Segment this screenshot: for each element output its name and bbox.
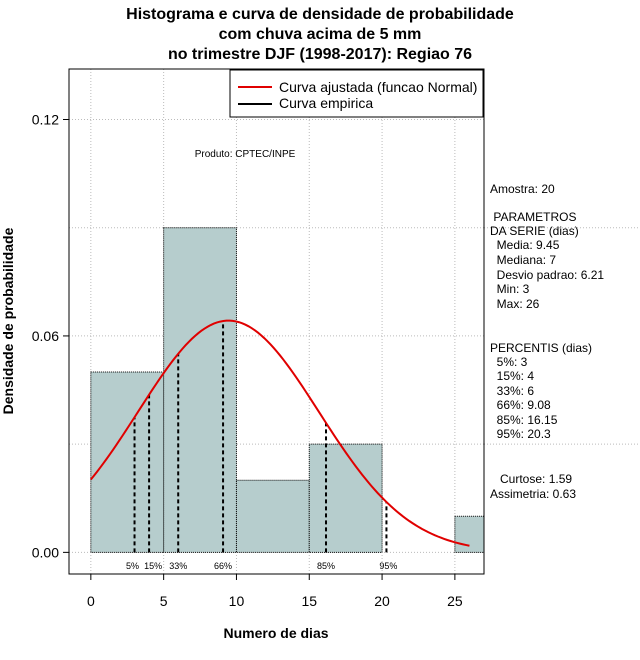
param-sd: Desvio padrao: 6.21 bbox=[490, 268, 605, 282]
x-tick-label: 0 bbox=[87, 593, 95, 609]
legend-box bbox=[229, 69, 484, 118]
y-tick-label: 0.12 bbox=[32, 112, 59, 128]
percentile-label: 95% bbox=[379, 561, 397, 571]
percentil-5: 5%: 3 bbox=[490, 355, 528, 369]
x-tick-label: 25 bbox=[447, 593, 463, 609]
chart-title-line-3: no trimestre DJF (1998-2017): Regiao 76 bbox=[167, 46, 473, 63]
param-median: Mediana: 7 bbox=[490, 253, 557, 267]
y-tick-label: 0.00 bbox=[32, 544, 59, 560]
histogram-bar bbox=[163, 227, 237, 553]
normal-curve bbox=[90, 319, 470, 547]
legend-label-fitted: Curva ajustada (funcao Normal) bbox=[279, 79, 477, 95]
percentis-header: PERCENTIS (dias) bbox=[490, 341, 593, 355]
y-tick-label: 0.06 bbox=[32, 328, 59, 344]
param-min: Min: 3 bbox=[490, 282, 530, 296]
x-tick-label: 10 bbox=[229, 593, 245, 609]
percentile-label: 15% bbox=[144, 561, 162, 571]
percentile-lines-layer: 5% 15% 33% 66% 85% 95% bbox=[126, 321, 397, 571]
percentil-15: 15%: 4 bbox=[490, 369, 535, 383]
percentil-85: 85%: 16.15 bbox=[490, 413, 558, 427]
kurtosis: Curtose: 1.59 bbox=[490, 472, 573, 486]
percentil-66: 66%: 9.08 bbox=[490, 398, 551, 412]
histogram-bar bbox=[454, 515, 485, 553]
plot-frame bbox=[68, 68, 485, 575]
x-tick-label: 15 bbox=[301, 593, 317, 609]
percentile-label: 5% bbox=[126, 561, 139, 571]
percentile-label: 85% bbox=[317, 561, 335, 571]
percentile-label: 33% bbox=[169, 561, 187, 571]
chart-title-line-1: Histograma e curva de densidade de proba… bbox=[126, 6, 514, 23]
legend: Curva ajustada (funcao Normal) Curva emp… bbox=[229, 69, 484, 118]
curve-layer bbox=[90, 319, 470, 547]
percentil-33: 33%: 6 bbox=[490, 384, 535, 398]
legend-label-empirical: Curva empirica bbox=[279, 95, 373, 111]
param-mean: Media: 9.45 bbox=[490, 238, 560, 252]
percentil-95: 95%: 20.3 bbox=[490, 427, 551, 441]
params-header-line-2: DA SERIE (dias) bbox=[490, 224, 579, 238]
percentile-label: 66% bbox=[214, 561, 232, 571]
chart-title-line-2: com chuva acima de 5 mm bbox=[218, 26, 422, 43]
histogram-bar bbox=[308, 443, 383, 553]
x-axis-label: Numero de dias bbox=[223, 625, 328, 641]
x-tick-label: 20 bbox=[374, 593, 390, 609]
x-tick-label: 5 bbox=[160, 593, 168, 609]
params-header-line-1: PARAMETROS bbox=[490, 210, 577, 224]
histogram-bar bbox=[90, 371, 165, 553]
skewness: Assimetria: 0.63 bbox=[490, 487, 577, 501]
bars-layer bbox=[90, 227, 485, 553]
product-annotation: Produto: CPTEC/INPE bbox=[195, 149, 296, 160]
param-max: Max: 26 bbox=[490, 297, 540, 311]
sample-size: Amostra: 20 bbox=[490, 182, 555, 196]
histogram-bar bbox=[235, 479, 310, 553]
y-axis-label: Densidade de probabilidade bbox=[0, 227, 16, 414]
